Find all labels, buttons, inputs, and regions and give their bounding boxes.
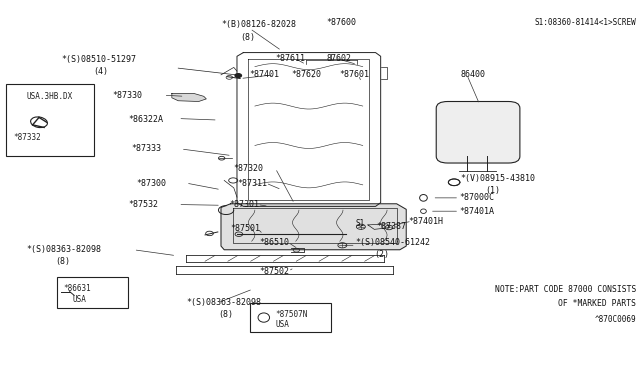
Text: *(S)08363-82098: *(S)08363-82098: [26, 245, 101, 254]
Ellipse shape: [420, 209, 426, 214]
Ellipse shape: [258, 313, 269, 322]
Text: (2): (2): [374, 250, 389, 259]
Text: *87501: *87501: [230, 224, 260, 233]
Text: *87300: *87300: [136, 179, 166, 187]
Text: (4): (4): [93, 67, 108, 76]
Text: USA: USA: [73, 295, 87, 304]
Text: USA: USA: [275, 320, 289, 328]
Text: *87311: *87311: [237, 179, 267, 187]
Text: *(B)08126-82028: *(B)08126-82028: [221, 20, 296, 29]
Text: OF *MARKED PARTS: OF *MARKED PARTS: [558, 299, 636, 308]
Text: *87401: *87401: [250, 70, 280, 79]
Text: 87602: 87602: [326, 54, 351, 62]
Text: *(S)08510-51297: *(S)08510-51297: [61, 55, 136, 64]
Text: *86510: *86510: [259, 238, 289, 247]
Polygon shape: [221, 204, 406, 250]
Text: *(V)08915-43810: *(V)08915-43810: [461, 174, 536, 183]
Text: *87401H: *87401H: [408, 217, 443, 226]
Text: (8): (8): [240, 33, 255, 42]
Text: S1:08360-81414<1>SCREW: S1:08360-81414<1>SCREW: [534, 19, 636, 28]
Text: S1: S1: [355, 219, 364, 228]
Bar: [6, 84, 94, 156]
Text: *87620: *87620: [291, 70, 321, 79]
Text: *87600: *87600: [326, 19, 356, 28]
Text: *87333: *87333: [132, 144, 162, 153]
Text: *87387: *87387: [376, 222, 406, 231]
Text: *87330: *87330: [113, 91, 143, 100]
Ellipse shape: [420, 195, 428, 201]
Text: *87332: *87332: [13, 133, 41, 142]
Text: *87000C: *87000C: [460, 193, 494, 202]
Text: *87401A: *87401A: [460, 207, 494, 216]
Text: *87611: *87611: [275, 54, 305, 62]
Text: 86400: 86400: [461, 70, 486, 79]
Text: *87507N: *87507N: [275, 310, 308, 318]
Bar: [250, 303, 332, 333]
Circle shape: [235, 74, 241, 77]
Text: *87601: *87601: [339, 70, 369, 79]
Text: *86322A: *86322A: [129, 115, 163, 124]
Text: USA.3HB.DX: USA.3HB.DX: [27, 92, 73, 101]
Text: NOTE:PART CODE 87000 CONSISTS: NOTE:PART CODE 87000 CONSISTS: [495, 285, 636, 294]
Bar: [57, 277, 129, 308]
Text: (8): (8): [218, 310, 233, 319]
Text: ^870C0069: ^870C0069: [595, 315, 636, 324]
Text: *(S)08540-61242: *(S)08540-61242: [355, 238, 430, 247]
Text: *(S)08363-82098: *(S)08363-82098: [186, 298, 261, 307]
Ellipse shape: [31, 117, 47, 128]
Text: *87502: *87502: [259, 267, 289, 276]
FancyBboxPatch shape: [436, 102, 520, 163]
Text: *86631: *86631: [63, 284, 91, 293]
Text: *87320: *87320: [234, 164, 264, 173]
Text: *87532: *87532: [129, 200, 159, 209]
Text: *87301: *87301: [229, 200, 259, 209]
Text: (1): (1): [484, 186, 500, 195]
Text: (8): (8): [55, 257, 70, 266]
Polygon shape: [172, 93, 206, 102]
